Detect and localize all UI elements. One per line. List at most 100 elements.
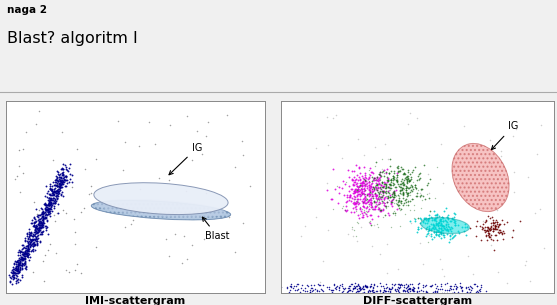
Point [352, 201, 361, 206]
Point [397, 187, 406, 192]
Point [449, 234, 458, 239]
Point [383, 156, 392, 161]
Point [353, 282, 362, 287]
Point [17, 254, 26, 259]
Point [376, 209, 385, 214]
Point [414, 172, 423, 177]
Point [383, 242, 392, 247]
Point [433, 289, 442, 294]
Point [50, 204, 58, 209]
Point [289, 284, 298, 289]
Point [385, 187, 394, 192]
Point [429, 221, 438, 226]
Point [376, 189, 385, 194]
Point [400, 183, 409, 188]
Point [31, 224, 40, 229]
Point [485, 235, 494, 240]
Point [50, 219, 59, 224]
Point [361, 201, 370, 206]
Point [376, 186, 385, 191]
Point [50, 193, 59, 198]
Point [47, 186, 56, 191]
Point [360, 176, 369, 181]
Point [405, 207, 414, 212]
Point [485, 231, 494, 236]
Point [353, 199, 361, 204]
Point [447, 219, 456, 224]
Point [53, 190, 62, 195]
Point [418, 219, 427, 224]
Point [452, 286, 461, 291]
Point [43, 195, 52, 199]
Point [389, 174, 398, 179]
Point [365, 220, 374, 225]
Point [374, 185, 383, 190]
Point [361, 197, 370, 202]
Point [491, 224, 500, 228]
Point [13, 266, 22, 271]
Point [369, 171, 378, 176]
Point [490, 248, 499, 253]
Point [355, 285, 364, 290]
Point [393, 286, 402, 291]
Point [35, 239, 44, 244]
Point [283, 285, 292, 290]
Point [359, 203, 368, 208]
Point [182, 189, 190, 194]
Point [465, 226, 474, 231]
Point [151, 141, 160, 146]
Point [23, 252, 32, 257]
Point [394, 196, 403, 200]
Point [344, 286, 353, 291]
Point [25, 244, 34, 249]
Point [436, 231, 445, 235]
Point [46, 202, 55, 207]
Point [432, 212, 441, 217]
Point [354, 221, 363, 226]
Point [32, 223, 41, 228]
Point [386, 194, 395, 199]
Point [432, 230, 441, 235]
Point [354, 201, 363, 206]
Point [437, 214, 446, 219]
Point [408, 287, 417, 292]
Point [22, 253, 31, 257]
Point [59, 174, 68, 179]
Point [385, 193, 394, 198]
Point [285, 290, 294, 295]
Point [429, 223, 438, 228]
Point [374, 190, 383, 195]
Point [378, 189, 387, 194]
Point [31, 228, 40, 232]
Point [187, 157, 196, 162]
Point [46, 182, 55, 187]
Point [37, 224, 46, 229]
Point [27, 242, 36, 247]
Point [32, 234, 41, 239]
Point [373, 177, 382, 182]
Point [303, 284, 312, 289]
Point [486, 138, 495, 142]
Point [356, 177, 365, 182]
Point [434, 214, 443, 219]
Point [379, 189, 388, 194]
Point [38, 210, 47, 215]
Point [9, 272, 18, 277]
Point [31, 238, 40, 242]
Point [439, 274, 448, 278]
Point [54, 181, 63, 186]
Point [422, 288, 431, 293]
Point [436, 228, 445, 233]
Point [345, 193, 354, 198]
Point [479, 221, 488, 226]
Point [355, 289, 364, 294]
Point [368, 180, 377, 185]
Point [344, 289, 353, 294]
Point [380, 204, 389, 209]
Point [386, 180, 395, 185]
Point [14, 279, 23, 284]
Point [353, 190, 362, 195]
Point [338, 156, 346, 160]
Point [55, 185, 64, 190]
Point [39, 217, 48, 221]
